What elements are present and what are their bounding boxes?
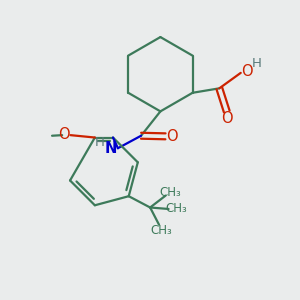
- Text: O: O: [221, 110, 233, 125]
- Text: CH₃: CH₃: [151, 224, 172, 237]
- Text: CH₃: CH₃: [160, 185, 181, 199]
- Text: O: O: [166, 129, 178, 144]
- Text: N: N: [105, 141, 117, 156]
- Text: O: O: [242, 64, 253, 79]
- Text: CH₃: CH₃: [165, 202, 187, 215]
- Text: O: O: [58, 127, 70, 142]
- Text: H: H: [95, 136, 105, 149]
- Text: H: H: [252, 57, 262, 70]
